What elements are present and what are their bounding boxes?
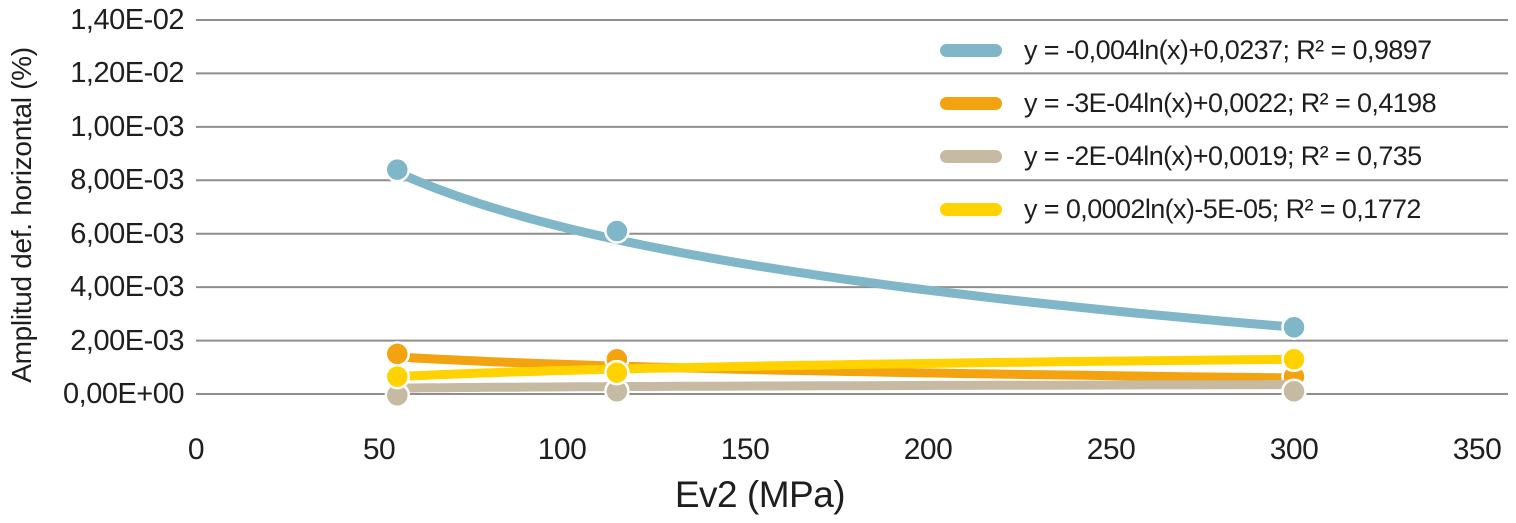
x-tick-label: 300 <box>1269 433 1319 466</box>
legend-label-yellow-equation: y = 0,0002ln(x)-5E-05; R² = 0,1772 <box>1024 194 1421 224</box>
y-tick-label: 1,00E-03 <box>70 111 184 143</box>
y-tick-label: 4,00E-03 <box>70 271 184 303</box>
series-yellow-point <box>604 359 630 386</box>
x-tick-label: 350 <box>1452 433 1502 466</box>
series-orange-point <box>384 341 411 367</box>
legend-row-yellow: y = 0,0002ln(x)-5E-05; R² = 0,1772 <box>940 183 1436 236</box>
x-tick-label: 250 <box>1086 433 1136 466</box>
series-yellow-trendline <box>392 354 1299 382</box>
legend-marker-tan-line <box>940 150 1002 163</box>
y-tick-label: 1,20E-02 <box>70 57 184 89</box>
series-blue-point <box>604 218 630 244</box>
legend-marker-yellow-line <box>940 203 1002 216</box>
legend-row-orange: y = -3E-04ln(x)+0,0022; R² = 0,4198 <box>940 77 1437 130</box>
legend-label-orange-equation: y = -3E-04ln(x)+0,0022; R² = 0,4198 <box>1024 88 1437 118</box>
y-tick-label: 2,00E-03 <box>70 325 184 357</box>
series-blue-point <box>1281 314 1307 340</box>
y-tick-label: 6,00E-03 <box>70 218 184 250</box>
legend: y = -0,004ln(x)+0,0237; R² = 0,9897 y = … <box>940 24 1437 236</box>
series-yellow-point <box>384 363 411 390</box>
series-tan-point <box>1281 378 1307 405</box>
legend-row-blue: y = -0,004ln(x)+0,0237; R² = 0,9897 <box>940 24 1436 77</box>
series-blue-point <box>384 156 411 183</box>
x-tick-label: 200 <box>903 433 953 466</box>
y-tick-label: 0,00E+00 <box>63 378 184 410</box>
legend-label-blue-equation: y = -0,004ln(x)+0,0237; R² = 0,9897 <box>1024 35 1432 65</box>
series-tan-trendline <box>392 380 1299 393</box>
legend-row-tan: y = -2E-04ln(x)+0,0019; R² = 0,735 <box>940 130 1436 183</box>
x-tick-label: 0 <box>187 433 205 466</box>
x-axis-title: Ev2 (MPa) <box>674 474 846 515</box>
x-tick-label: 50 <box>362 433 396 466</box>
x-tick-label: 100 <box>537 433 587 466</box>
series-yellow-point <box>1281 346 1307 373</box>
legend-marker-orange-line <box>940 97 1002 110</box>
legend-marker-blue-line <box>940 44 1002 57</box>
series-blue-trendline <box>392 167 1299 332</box>
legend-label-tan-equation: y = -2E-04ln(x)+0,0019; R² = 0,735 <box>1024 141 1422 171</box>
y-tick-label: 1,40E-02 <box>70 4 184 36</box>
y-tick-label: 8,00E-03 <box>70 164 184 196</box>
x-tick-label: 150 <box>720 433 770 466</box>
